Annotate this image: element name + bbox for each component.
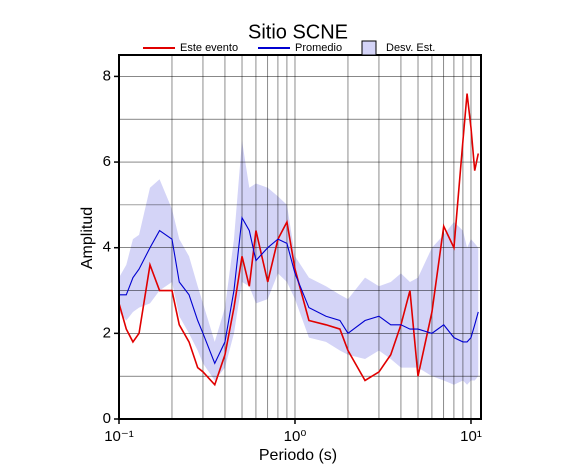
x-tick-label: 10⁰	[284, 428, 307, 445]
series-line	[119, 215, 479, 365]
legend-label: Este evento	[180, 42, 238, 54]
x-axis-label: Periodo (s)	[259, 447, 337, 464]
legend-swatch	[361, 40, 377, 56]
y-tick-label: 0	[103, 410, 111, 427]
x-tick-label: 10⁻¹	[104, 428, 134, 445]
y-tick-label: 4	[103, 239, 111, 256]
legend-label: Promedio	[295, 42, 342, 54]
y-tick-label: 8	[103, 67, 111, 84]
plot-frame	[118, 54, 482, 420]
series-line	[118, 93, 480, 387]
y-tick-label: 6	[103, 153, 111, 170]
legend-label: Desv. Est.	[386, 42, 435, 54]
x-tick-label: 10¹	[460, 428, 482, 445]
y-axis-label: Amplitud	[79, 207, 96, 269]
chart-title: Sitio SCNE	[248, 21, 348, 43]
y-tick-label: 2	[103, 324, 111, 341]
